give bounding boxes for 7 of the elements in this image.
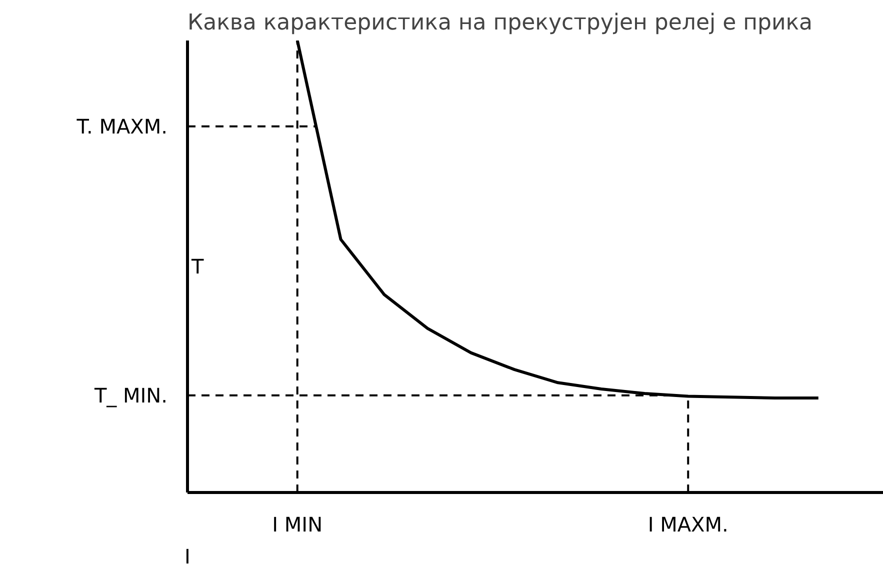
ref-line-label: T_ MIN.: [93, 383, 168, 408]
ref-line-label: T. MAXM.: [76, 114, 168, 138]
chart-title: Каква карактеристика на прекуструјен релеј е прика: [188, 10, 813, 36]
x-tick-label: I MIN: [272, 512, 323, 536]
y-axis-title: T: [190, 254, 204, 278]
x-axis-title: I: [184, 544, 190, 568]
x-tick-label: I MAXM.: [648, 512, 728, 536]
